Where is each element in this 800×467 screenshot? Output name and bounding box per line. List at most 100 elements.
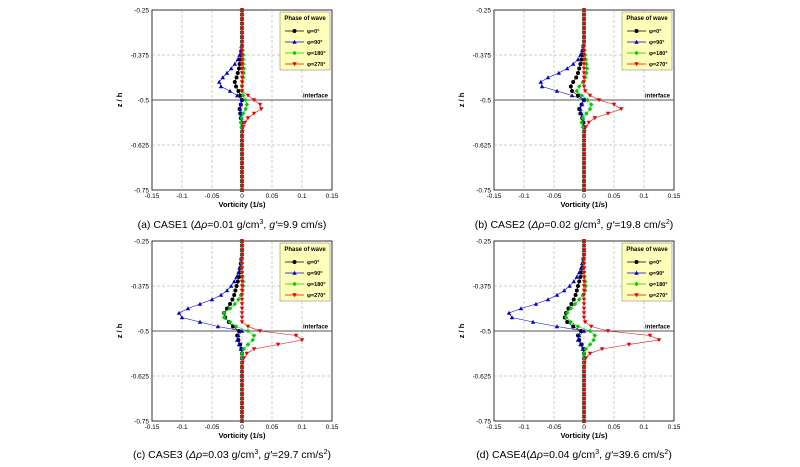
marker-triangle-down (581, 188, 587, 193)
marker-triangle-up (579, 111, 584, 116)
marker-triangle-up (578, 342, 583, 347)
marker-triangle-down (581, 396, 587, 401)
marker-triangle-down (581, 306, 587, 311)
x-axis-label: Vorticity (1/s) (561, 431, 608, 440)
marker-triangle-up (232, 61, 237, 66)
marker-diamond (572, 301, 578, 307)
marker-diamond (292, 50, 297, 56)
marker-circle (576, 284, 580, 288)
x-tick-label: 0.1 (297, 193, 306, 200)
marker-triangle-down (581, 143, 587, 148)
marker-circle (230, 297, 235, 302)
marker-triangle-down (239, 374, 245, 379)
marker-circle (634, 29, 639, 33)
legend: Phase of wave φ=0° φ=90° φ=180° φ=270° (279, 11, 331, 71)
caption-part: 2 (666, 219, 670, 226)
marker-triangle-down (239, 39, 245, 44)
marker-triangle-down (581, 311, 587, 316)
marker-triangle-down (582, 129, 587, 134)
marker-diamond (583, 57, 588, 62)
marker-circle (574, 288, 579, 293)
x-tick-label: -0.1 (518, 424, 530, 431)
legend-entry-label: φ=90° (649, 40, 664, 46)
marker-diamond (241, 111, 246, 116)
marker-triangle-down (251, 347, 257, 352)
marker-triangle-up (179, 315, 185, 320)
marker-circle (571, 80, 576, 84)
x-tick-label: -0.05 (547, 424, 562, 431)
marker-triangle-down (239, 401, 245, 406)
marker-triangle-up (571, 61, 576, 66)
caption-part: Δρ (530, 219, 544, 231)
marker-diamond (634, 50, 639, 56)
y-tick-label: -0.75 (134, 187, 149, 194)
marker-triangle-up (554, 292, 560, 297)
marker-triangle-up (565, 66, 570, 71)
marker-diamond (580, 124, 585, 130)
x-tick-label: 0 (240, 193, 244, 200)
marker-triangle-down (581, 288, 587, 293)
x-tick-label: -0.05 (547, 193, 562, 200)
marker-diamond (585, 97, 590, 103)
x-tick-label: -0.05 (205, 424, 220, 431)
marker-triangle-down (239, 57, 245, 62)
marker-triangle-down (239, 414, 245, 419)
marker-triangle-down (239, 239, 245, 244)
marker-triangle-down (239, 405, 245, 410)
marker-triangle-up (581, 97, 587, 102)
x-tick-label: 0.05 (266, 424, 279, 431)
marker-triangle-up (580, 346, 585, 351)
marker-triangle-up (235, 57, 240, 62)
marker-triangle-up (545, 297, 551, 302)
legend-box (621, 242, 673, 302)
caption-part: , (601, 219, 607, 231)
marker-triangle-down (581, 12, 587, 17)
marker-triangle-down (581, 401, 587, 406)
y-tick-label: -0.375 (473, 52, 492, 59)
marker-triangle-up (634, 39, 639, 44)
y-tick-label: -0.625 (131, 373, 150, 380)
marker-triangle-up (556, 70, 561, 75)
legend-title: Phase of wave (626, 16, 668, 22)
marker-diamond (591, 337, 596, 343)
marker-triangle-down (245, 116, 251, 121)
marker-circle (568, 84, 573, 89)
marker-triangle-down (589, 324, 594, 329)
marker-triangle-down (239, 89, 245, 94)
marker-triangle-up (236, 333, 241, 338)
marker-triangle-down (599, 347, 605, 352)
marker-circle (234, 75, 239, 80)
marker-triangle-down (656, 338, 662, 343)
x-tick-label: 0.05 (266, 193, 279, 200)
y-tick-label: -0.5 (138, 97, 150, 104)
marker-triangle-down (581, 410, 587, 415)
marker-triangle-down (241, 125, 246, 130)
marker-triangle-down (239, 170, 245, 175)
marker-triangle-up (518, 306, 524, 311)
marker-circle (238, 93, 243, 98)
marker-diamond (563, 315, 569, 320)
marker-circle (231, 324, 235, 329)
marker-triangle-down (581, 57, 587, 62)
marker-triangle-up (224, 70, 230, 75)
marker-triangle-down (239, 387, 245, 392)
caption-part: Δρ (188, 449, 202, 461)
marker-triangle-down (239, 84, 245, 89)
legend-entry-label: φ=0° (307, 29, 319, 35)
marker-triangle-down (596, 98, 602, 103)
marker-triangle-down (605, 111, 611, 116)
y-tick-label: -0.625 (131, 142, 150, 149)
marker-circle (577, 66, 582, 71)
marker-triangle-down (239, 257, 245, 262)
marker-triangle-down (239, 266, 245, 271)
marker-circle (292, 260, 297, 264)
marker-diamond (568, 319, 573, 325)
marker-triangle-down (257, 102, 263, 107)
marker-triangle-down (583, 356, 588, 361)
marker-triangle-down (239, 419, 245, 424)
legend-title: Phase of wave (284, 247, 326, 253)
marker-triangle-down (239, 138, 245, 143)
marker-triangle-down (581, 174, 587, 179)
marker-triangle-down (581, 48, 587, 53)
marker-triangle-down (581, 35, 587, 40)
